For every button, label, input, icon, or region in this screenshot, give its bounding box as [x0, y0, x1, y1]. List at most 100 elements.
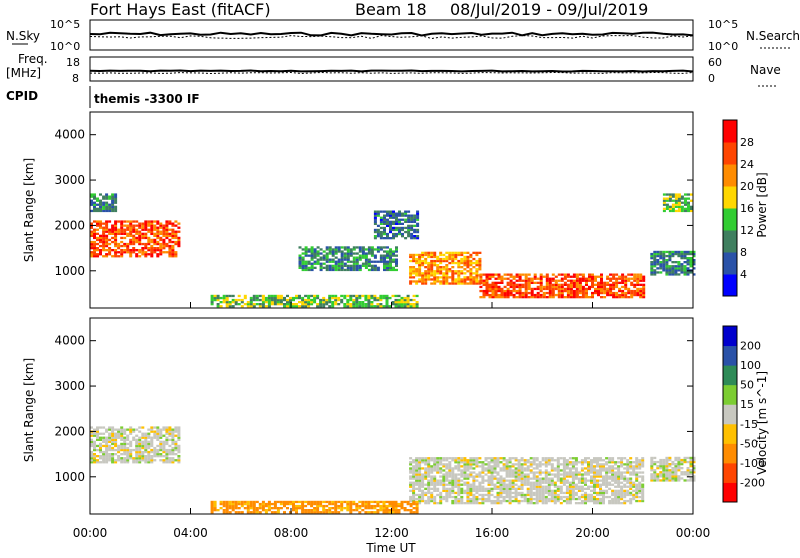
echo-cell: [469, 268, 473, 271]
echo-cell: [463, 461, 467, 464]
echo-cell: [171, 453, 175, 456]
echo-cell: [141, 226, 145, 229]
echo-cell: [457, 477, 461, 480]
echo-cell: [653, 456, 657, 460]
echo-cell: [147, 230, 151, 233]
echo-cell: [457, 487, 461, 490]
echo-cell: [624, 296, 628, 299]
echo-cell: [639, 277, 643, 280]
echo-cell: [439, 499, 443, 503]
echo-cell: [243, 296, 247, 300]
echo-cell: [120, 253, 124, 256]
echo-cell: [177, 455, 181, 458]
echo-cell: [566, 289, 570, 293]
echo-cell: [568, 469, 572, 472]
echo-cell: [451, 251, 455, 254]
y-tick-label: 1000: [54, 470, 85, 484]
echo-cell: [367, 260, 371, 263]
echo-cell: [629, 467, 633, 470]
echo-cell: [334, 298, 338, 302]
echo-cell: [460, 261, 464, 265]
echo-cell: [153, 220, 157, 223]
echo-cell: [617, 465, 621, 468]
echo-cell: [496, 495, 500, 499]
echo-cell: [433, 469, 437, 472]
echo-cell: [389, 210, 392, 213]
echo-cell: [418, 257, 422, 261]
echo-cell: [406, 301, 410, 304]
echo-cell: [415, 253, 419, 257]
echo-cell: [484, 469, 488, 472]
echo-cell: [590, 475, 593, 478]
echo-cell: [427, 467, 431, 470]
echo-cell: [485, 293, 489, 297]
echo-cell: [108, 195, 112, 198]
echo-cell: [629, 471, 633, 474]
echo-cell: [346, 256, 350, 259]
echo-cell: [505, 489, 509, 492]
echo-cell: [144, 253, 148, 256]
echo-cell: [524, 273, 528, 276]
echo-cell: [565, 495, 569, 499]
echo-cell: [499, 461, 503, 464]
echo-cell: [469, 282, 473, 285]
echo-cell: [502, 497, 506, 501]
echo-cell: [611, 465, 615, 468]
echo-cell: [475, 485, 479, 488]
echo-cell: [626, 499, 630, 503]
echo-cell: [322, 507, 326, 510]
echo-cell: [361, 246, 365, 249]
echo-cell: [545, 296, 549, 299]
echo-cell: [358, 266, 362, 269]
echo-cell: [529, 493, 533, 497]
echo-cell: [551, 279, 555, 282]
echo-cell: [605, 473, 609, 476]
echo-cell: [641, 479, 645, 482]
echo-cell: [379, 507, 383, 510]
echo-cell: [596, 471, 599, 474]
echo-cell: [123, 430, 127, 433]
echo-cell: [340, 507, 344, 510]
echo-cell: [479, 273, 483, 276]
echo-cell: [234, 298, 238, 302]
echo-cell: [150, 220, 154, 223]
echo-cell: [410, 237, 414, 240]
echo-cell: [430, 261, 434, 265]
echo-cell: [603, 287, 607, 291]
echo-cell: [138, 242, 142, 246]
echo-cell: [409, 457, 413, 460]
echo-cell: [418, 272, 422, 275]
echo-cell: [493, 485, 497, 488]
echo-cell: [451, 272, 455, 275]
echo-cell: [633, 279, 637, 282]
echo-cell: [171, 228, 175, 231]
echo-cell: [544, 457, 548, 460]
echo-cell: [379, 226, 383, 230]
echo-cell: [487, 487, 491, 490]
echo-cell: [409, 280, 413, 283]
echo-cell: [547, 459, 551, 462]
echo-cell: [500, 277, 504, 280]
echo-cell: [457, 264, 461, 267]
echo-cell: [407, 210, 411, 213]
echo-cell: [108, 247, 112, 250]
echo-cell: [334, 303, 338, 306]
echo-cell: [234, 511, 238, 514]
echo-cell: [129, 222, 133, 225]
echo-cell: [665, 193, 669, 196]
echo-cell: [580, 459, 584, 462]
echo-cell: [120, 442, 124, 446]
echo-cell: [475, 491, 479, 495]
echo-cell: [93, 207, 96, 210]
echo-cell: [334, 264, 338, 267]
echo-cell: [222, 298, 226, 302]
echo-cell: [550, 491, 554, 495]
echo-cell: [442, 257, 446, 261]
echo-cell: [527, 291, 531, 295]
echo-cell: [358, 296, 362, 300]
echo-cell: [111, 209, 115, 213]
echo-cell: [472, 475, 476, 478]
echo-cell: [261, 303, 265, 306]
echo-cell: [144, 444, 148, 448]
x-tick-label: 12:00: [374, 526, 409, 540]
